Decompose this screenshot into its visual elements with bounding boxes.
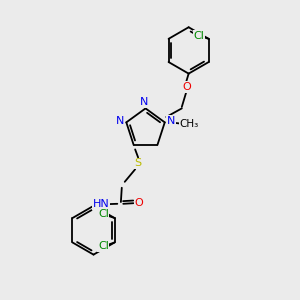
Text: Cl: Cl: [98, 241, 109, 251]
Text: S: S: [135, 158, 142, 168]
Text: Cl: Cl: [98, 209, 109, 220]
Text: Cl: Cl: [194, 31, 205, 41]
Text: O: O: [182, 82, 190, 92]
Text: CH₃: CH₃: [180, 119, 199, 129]
Text: N: N: [167, 116, 176, 126]
Text: N: N: [140, 98, 148, 107]
Text: O: O: [134, 198, 143, 208]
Text: N: N: [116, 116, 124, 126]
Text: HN: HN: [93, 199, 109, 209]
